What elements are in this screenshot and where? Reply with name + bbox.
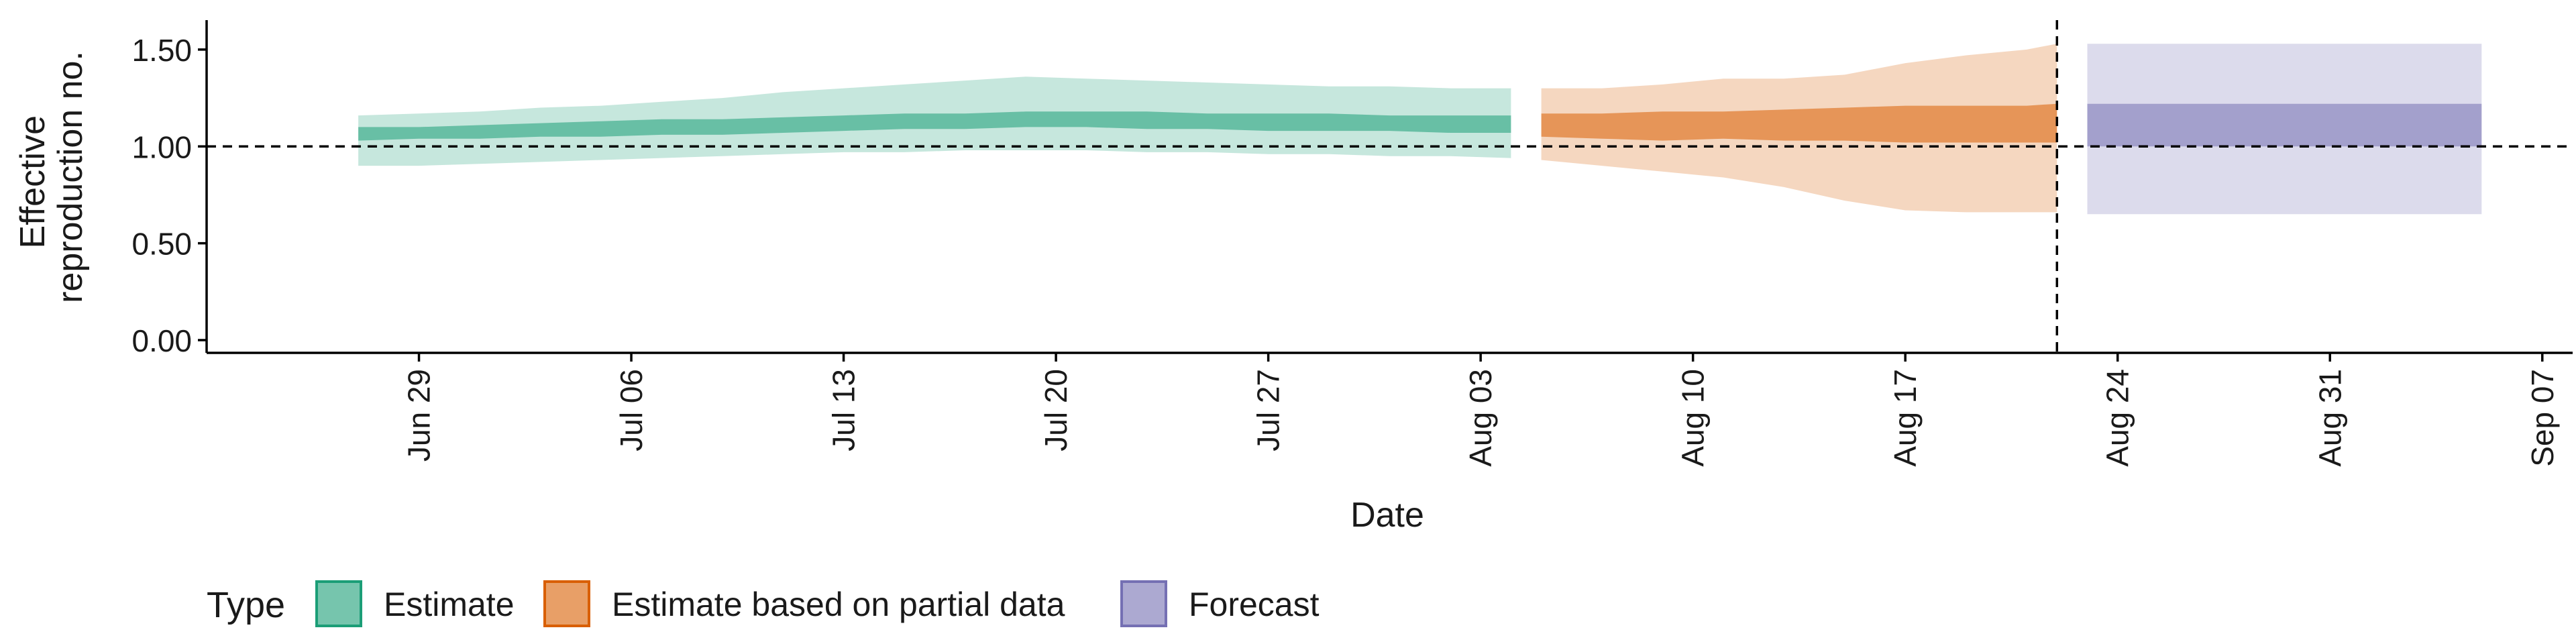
x-axis-ticks: Jun 29 Jul 06 Jul 13 Jul 20 Jul 27 Aug 03 Aug … [402, 353, 2560, 467]
legend-title: Type [207, 585, 285, 625]
legend: Type Estimate Estimate based on partial d… [207, 580, 1320, 627]
y-axis-title: Effective reproduction no. [13, 51, 90, 303]
x-tick-label: Jul 20 [1038, 369, 1073, 451]
y-tick-label: 0.00 [131, 323, 192, 358]
uncertainty-bands [358, 44, 2482, 215]
y-tick-label: 1.00 [131, 129, 192, 164]
y-tick-label: 1.50 [131, 33, 192, 68]
y-axis-title-line-2: reproduction no. [51, 51, 90, 303]
x-tick-label: Jul 13 [826, 369, 861, 451]
x-tick-label: Jul 06 [614, 369, 649, 451]
forecast-inner-band [2087, 103, 2482, 147]
legend-key-estimate-based-on-partial-data [543, 580, 590, 627]
estimate-inner-band [358, 111, 1511, 141]
x-axis-title: Date [1350, 496, 1424, 535]
x-tick-label: Aug 31 [2312, 369, 2347, 467]
axes [205, 20, 2573, 354]
y-axis-title-line-1: Effective [13, 115, 52, 248]
legend-key-forecast [1120, 580, 1167, 627]
x-tick-label: Jul 27 [1251, 369, 1286, 451]
x-tick-label: Jun 29 [402, 369, 437, 462]
x-tick-label: Aug 03 [1463, 369, 1498, 467]
legend-label-estimate: Estimate [384, 586, 515, 623]
x-tick-label: Sep 07 [2525, 369, 2560, 467]
x-tick-label: Aug 10 [1676, 369, 1711, 467]
reference-lines [207, 20, 2573, 353]
x-tick-label: Aug 17 [1888, 369, 1923, 467]
estimate-based-on-partial-data-inner-band [1541, 103, 2057, 143]
y-tick-label: 0.50 [131, 227, 192, 262]
x-tick-label: Aug 24 [2100, 369, 2135, 467]
y-axis-ticks: 0.00 0.50 1.00 1.50 [131, 33, 207, 358]
legend-label-forecast: Forecast [1189, 586, 1320, 623]
legend-key-estimate [315, 580, 362, 627]
legend-label-estimate-based-on-partial-data: Estimate based on partial data [612, 586, 1065, 623]
